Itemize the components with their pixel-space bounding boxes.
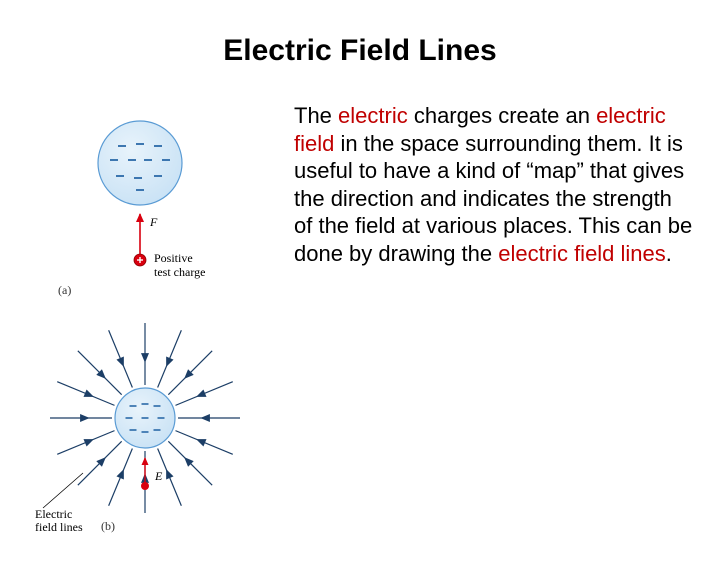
force-vector-label: F⃗ [149,215,167,229]
body-suffix: . [666,241,672,266]
diagram-b: E⃗ Electricfield lines (b) [35,318,255,533]
diagram-a: F⃗ Positivetest charge (a) [40,98,250,298]
diagrams-column: F⃗ Positivetest charge (a) E⃗ Electricfield… [20,98,270,533]
field-lines-label-2: field lines [35,520,83,533]
page-title: Electric Field Lines [0,34,720,68]
field-lines-label-1: Electric [35,507,72,521]
body-efl: electric field lines [498,241,666,266]
diagram-b-caption: (b) [101,519,115,533]
content-row: F⃗ Positivetest charge (a) E⃗ Electricfield… [0,98,720,533]
e-vector-label: E⃗ [154,469,172,483]
test-charge-label-2: test charge [154,265,205,279]
test-charge-label-1: Positive [154,251,193,265]
body-mid1: charges create an [408,103,596,128]
body-electric-1: electric [338,103,408,128]
body-paragraph: The electric charges create an electric … [294,102,696,267]
text-column: The electric charges create an electric … [270,98,696,533]
diagram-a-caption: (a) [58,283,71,297]
body-prefix: The [294,103,338,128]
